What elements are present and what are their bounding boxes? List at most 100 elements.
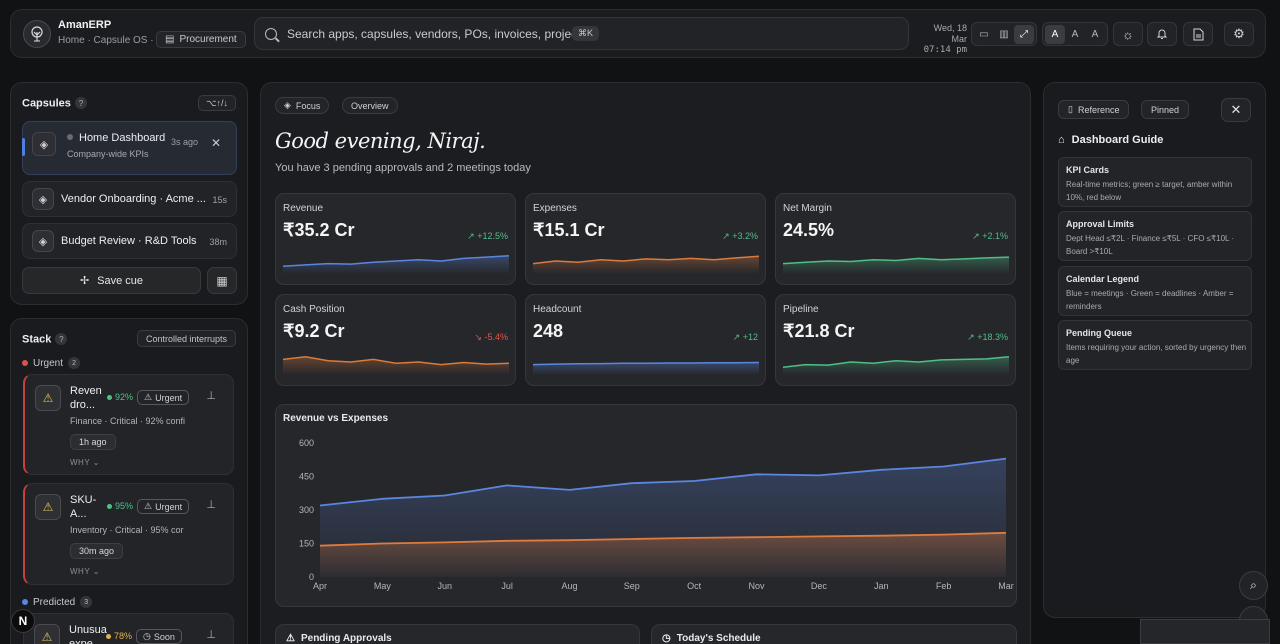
capsule-home-dashboard[interactable]: ◈ Home Dashboard Company-wide KPIs 3s ag… [22, 121, 237, 175]
columns-icon[interactable]: ▥ [999, 28, 1009, 40]
trend-arrow-icon: ↗ [972, 231, 980, 241]
trend-arrow-icon: ↗ [722, 231, 730, 241]
why-label: WHY [70, 567, 91, 576]
save-cue-button[interactable]: ✢ Save cue [22, 267, 201, 294]
kpi-label: Net Margin [783, 203, 832, 214]
confidence: 95% [107, 501, 133, 511]
settings-gear-icon[interactable]: ⚙ [1224, 22, 1254, 46]
sparkline-area [533, 362, 759, 375]
reference-pill[interactable]: ▯ Reference [1058, 100, 1130, 119]
n-badge-icon[interactable]: N [11, 609, 35, 633]
close-icon[interactable]: ✕ [1221, 98, 1251, 122]
help-icon[interactable]: ? [55, 333, 68, 345]
warning-icon: ⚠ [35, 494, 61, 520]
font-size-medium[interactable]: A [1071, 28, 1079, 40]
kpi-card-expenses[interactable]: Expenses ₹15.1 Cr ↗ +3.2% [525, 193, 766, 285]
help-icon[interactable]: ? [74, 97, 87, 109]
tab-focus[interactable]: ◈ Focus [275, 97, 330, 114]
why-toggle[interactable]: WHY ⌄ [70, 458, 100, 467]
stack-card[interactable]: ⚠ SKU-A... 95% ⚠ Urgent ⊥ Inventory · Cri… [23, 483, 234, 585]
expand-icon[interactable]: ⤢ [1014, 24, 1034, 44]
x-tick-label: Dec [811, 581, 828, 591]
save-cue-label: Save cue [97, 274, 144, 287]
tab-overview[interactable]: Overview [342, 97, 398, 114]
preview-thumbnail[interactable] [1140, 619, 1270, 644]
kpi-card-pipeline[interactable]: Pipeline ₹21.8 Cr ↗ +18.3% [775, 294, 1016, 386]
kpi-label: Headcount [533, 304, 582, 315]
main-panel: ◈ Focus Overview Good evening, Niraj. Yo… [260, 82, 1031, 644]
pinned-pill[interactable]: Pinned [1141, 100, 1190, 119]
pin-icon[interactable]: ⊥ [206, 390, 216, 402]
procurement-pill[interactable]: ▤ Procurement [156, 31, 246, 48]
stack-card[interactable]: ⚠ Reven dro... 92% ⚠ Urgent ⊥ Finance · C… [23, 374, 234, 475]
pending-approvals-card[interactable]: ⚠ Pending Approvals [275, 624, 640, 644]
kpi-change: ↗ +2.1% [972, 231, 1008, 241]
bell-icon[interactable] [1147, 22, 1177, 46]
green-dot [107, 394, 112, 400]
y-tick-label: 600 [299, 438, 314, 448]
warning-icon: ⚠ [35, 385, 61, 411]
pin-icon[interactable]: ⊥ [206, 629, 216, 641]
card-meta: Inventory · Critical · 95% cor [70, 525, 184, 535]
kpi-sparkline [283, 356, 509, 375]
group-count: 2 [68, 357, 81, 369]
time-ago: 1h ago [70, 434, 116, 450]
close-icon[interactable]: ✕ [210, 136, 221, 150]
kpi-label: Pipeline [783, 304, 819, 315]
kpi-card-revenue[interactable]: Revenue ₹35.2 Cr ↗ +12.5% [275, 193, 516, 285]
guide-card-title: Calendar Legend [1066, 274, 1140, 284]
tag-label: Soon [153, 631, 175, 642]
group-label: Predicted [33, 596, 76, 608]
kpi-label: Revenue [283, 203, 324, 214]
confidence: 92% [107, 392, 133, 402]
group-urgent: Urgent 2 [22, 357, 81, 369]
trend-arrow-icon: ↗ [467, 231, 475, 241]
capsules-title: Capsules? [22, 97, 87, 110]
home-icon: ⌂ [1058, 134, 1065, 146]
theme-sun-icon[interactable]: ☼ [1113, 22, 1143, 46]
sparkline-area [533, 256, 759, 274]
kpi-value: ₹15.1 Cr [533, 220, 605, 240]
app-title: AmanERP [58, 19, 112, 31]
sparkline-line [283, 356, 509, 366]
capsule-budget-review[interactable]: ◈ Budget Review · R&D Tools 38m [22, 223, 237, 259]
search-input[interactable] [287, 26, 572, 41]
layout-toggle: ▭ ▥ ⤢ [971, 22, 1037, 46]
global-search[interactable]: ⌘K [254, 17, 909, 50]
status-dot [67, 134, 73, 140]
tab-label: Focus [295, 100, 321, 111]
clock-icon: ◷ [143, 631, 151, 641]
building-icon: ▤ [165, 34, 175, 45]
capsule-shortcut: ⌥↑/↓ [198, 95, 236, 111]
chevron-down-icon: ⌄ [92, 567, 100, 576]
why-toggle[interactable]: WHY ⌄ [70, 567, 100, 576]
confidence-value: 92% [115, 392, 134, 402]
stack-card[interactable]: ⚠ Unusua expe... 78% ◷ Soon ⊥ [23, 613, 234, 644]
document-icon[interactable] [1183, 22, 1213, 46]
monitor-icon[interactable]: ▭ [979, 28, 989, 40]
font-size-large[interactable]: A [1091, 28, 1099, 40]
x-tick-label: Oct [687, 581, 702, 591]
font-size-small[interactable]: A [1045, 24, 1065, 44]
breadcrumb[interactable]: Home · Capsule OS · [58, 35, 154, 46]
tree-logo-icon[interactable] [23, 20, 51, 48]
guide-card: Calendar Legend Blue = meetings · Green … [1058, 266, 1252, 316]
time-ago: 30m ago [70, 543, 124, 559]
todays-schedule-card[interactable]: ◷ Today's Schedule [651, 624, 1017, 644]
chart-title: Revenue vs Expenses [283, 413, 389, 424]
kpi-card-headcount[interactable]: Headcount 248 ↗ +12 [525, 294, 766, 386]
kpi-sparkline [533, 361, 759, 375]
todays-schedule-title: ◷ Today's Schedule [662, 633, 761, 644]
search-fab-icon[interactable]: ⌕ [1239, 571, 1268, 600]
controlled-interrupts-pill[interactable]: Controlled interrupts [136, 330, 236, 347]
kpi-card-net-margin[interactable]: Net Margin 24.5% ↗ +2.1% [775, 193, 1016, 285]
pin-icon[interactable]: ⊥ [206, 499, 216, 511]
y-tick-label: 0 [309, 572, 314, 582]
guide-card: KPI Cards Real-time metrics; green ≥ tar… [1058, 157, 1252, 207]
warning-icon: ⚠ [144, 501, 153, 511]
capsule-vendor-onboarding[interactable]: ◈ Vendor Onboarding · Acme ... 15s [22, 181, 237, 217]
kpi-card-cash-position[interactable]: Cash Position ₹9.2 Cr ↘ -5.4% [275, 294, 516, 386]
grid-icon[interactable]: ▦ [207, 267, 237, 294]
capsules-panel: Capsules? ⌥↑/↓ ◈ Home Dashboard Company-… [10, 82, 248, 305]
font-size-toggle: A A A [1042, 22, 1108, 46]
